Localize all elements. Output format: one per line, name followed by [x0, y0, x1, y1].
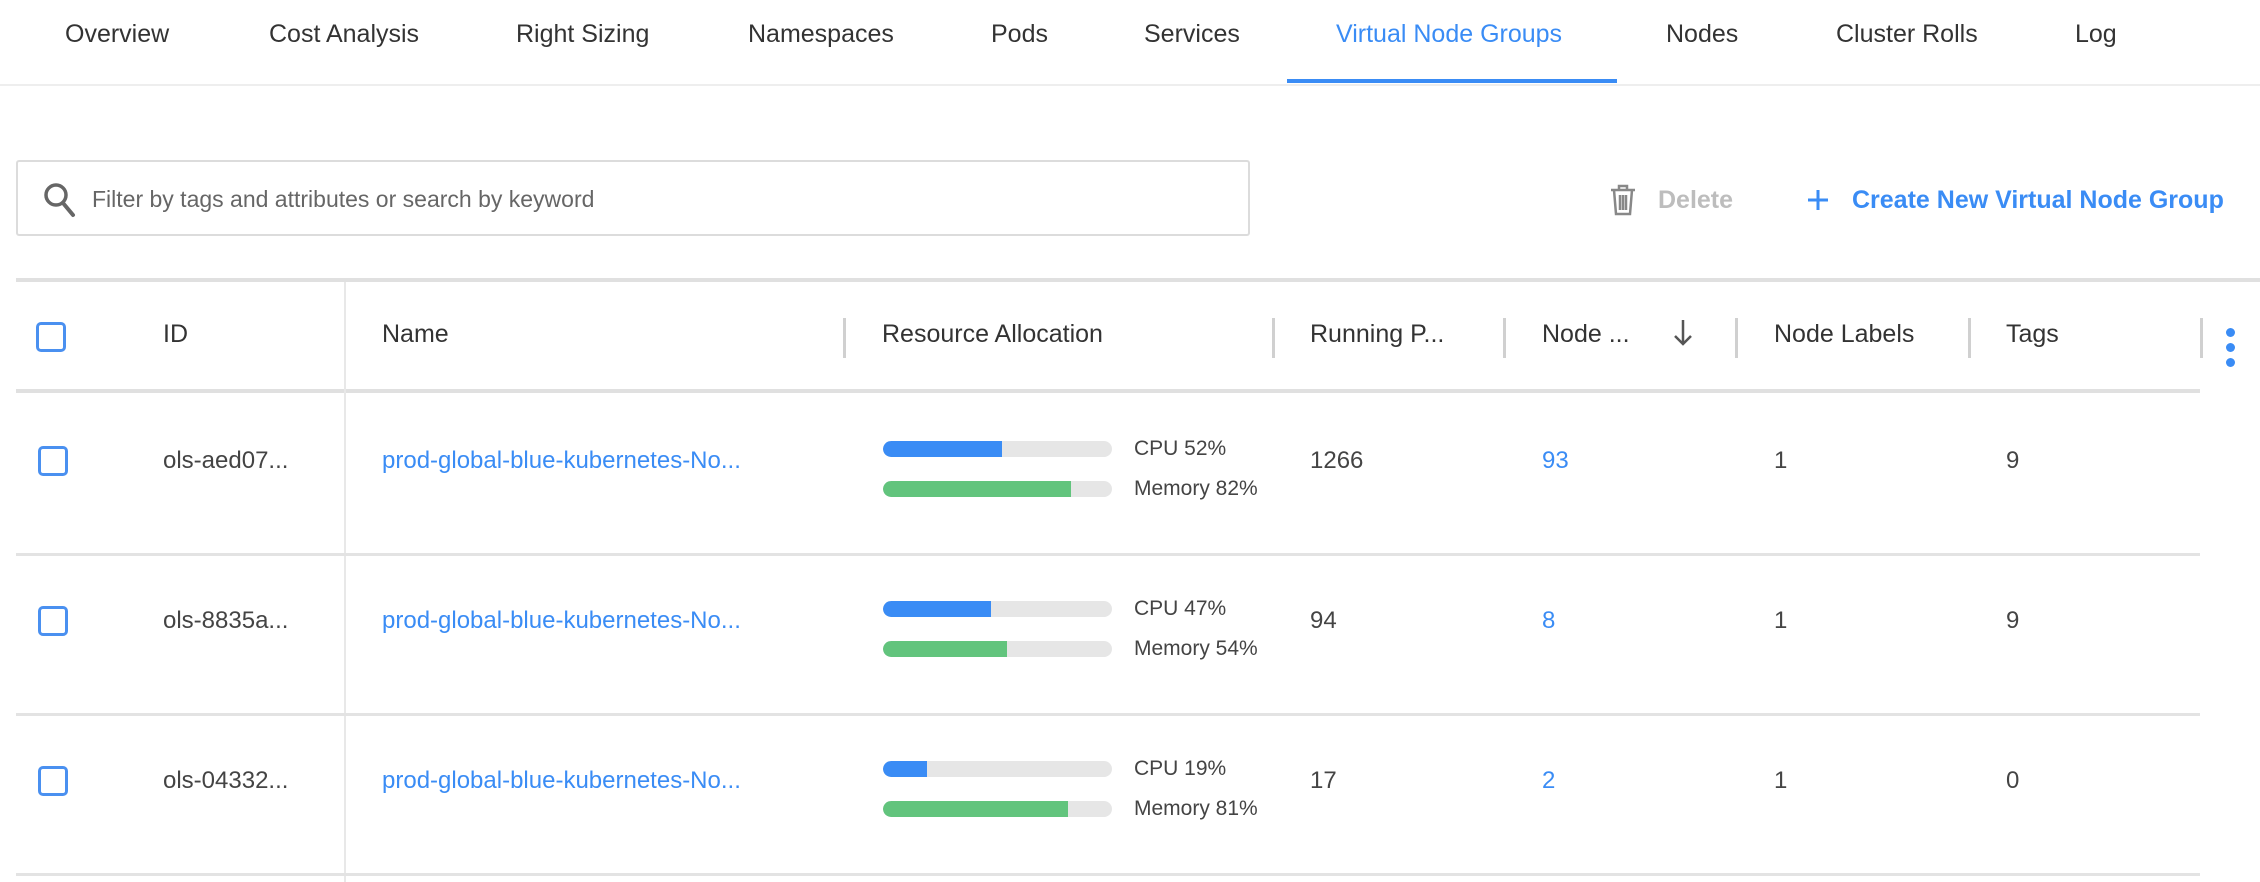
- row-node-labels: 1: [1774, 767, 1788, 794]
- column-resize-handle[interactable]: [1503, 318, 1506, 358]
- tab-cost-analysis[interactable]: Cost Analysis: [269, 20, 420, 48]
- tab-cluster-rolls[interactable]: Cluster Rolls: [1836, 20, 1978, 48]
- column-resize-handle[interactable]: [1968, 318, 1971, 358]
- row-nodes-link[interactable]: 93: [1542, 447, 1569, 474]
- row-checkbox[interactable]: [38, 766, 68, 796]
- memory-label: Memory 54%: [1134, 637, 1258, 660]
- cpu-bar: [883, 761, 1112, 777]
- table-row[interactable]: ols-8835a... prod-global-blue-kubernetes-…: [16, 553, 2200, 716]
- column-header-tags[interactable]: Tags: [2006, 320, 2059, 348]
- column-header-name[interactable]: Name: [382, 320, 449, 348]
- tab-overview[interactable]: Overview: [65, 20, 170, 48]
- tab-bar: Overview Cost Analysis Right Sizing Name…: [0, 0, 2260, 86]
- tab-namespaces[interactable]: Namespaces: [748, 20, 894, 48]
- row-name-link[interactable]: prod-global-blue-kubernetes-No...: [382, 607, 741, 634]
- sort-descending-icon[interactable]: [1672, 318, 1694, 348]
- row-checkbox[interactable]: [38, 606, 68, 636]
- row-nodes-link[interactable]: 8: [1542, 607, 1556, 634]
- cpu-bar-fill: [883, 761, 927, 777]
- column-divider: [344, 282, 346, 882]
- delete-button[interactable]: Delete: [1608, 180, 1733, 220]
- tab-pods[interactable]: Pods: [991, 20, 1048, 48]
- memory-label: Memory 81%: [1134, 797, 1258, 820]
- row-tags: 0: [2006, 767, 2020, 794]
- column-resize-handle[interactable]: [1735, 318, 1738, 358]
- search-box[interactable]: [16, 160, 1250, 236]
- memory-bar: [883, 481, 1112, 497]
- memory-bar: [883, 641, 1112, 657]
- tab-nodes[interactable]: Nodes: [1666, 20, 1739, 48]
- create-label: Create New Virtual Node Group: [1852, 185, 2224, 214]
- row-nodes-link[interactable]: 2: [1542, 767, 1556, 794]
- tab-right-sizing[interactable]: Right Sizing: [516, 20, 650, 48]
- cpu-label: CPU 52%: [1134, 437, 1227, 460]
- select-all-checkbox[interactable]: [36, 322, 66, 352]
- cpu-bar: [883, 601, 1112, 617]
- cpu-label: CPU 47%: [1134, 597, 1227, 620]
- memory-bar: [883, 801, 1112, 817]
- row-tags: 9: [2006, 607, 2020, 634]
- delete-label: Delete: [1658, 185, 1734, 214]
- memory-bar-fill: [883, 641, 1007, 657]
- search-icon: [44, 183, 75, 217]
- tab-services[interactable]: Services: [1144, 20, 1240, 48]
- table-top-border: [16, 278, 2260, 282]
- row-id: ols-aed07...: [163, 447, 289, 474]
- table-row[interactable]: ols-aed07... prod-global-blue-kubernetes-…: [16, 393, 2200, 556]
- memory-bar-fill: [883, 481, 1071, 497]
- row-node-labels: 1: [1774, 607, 1788, 634]
- tab-virtual-node-groups[interactable]: Virtual Node Groups: [1336, 20, 1563, 48]
- row-running-pods: 1266: [1310, 447, 1364, 474]
- cpu-label: CPU 19%: [1134, 757, 1227, 780]
- cpu-bar: [883, 441, 1112, 457]
- search-input[interactable]: [90, 176, 1194, 222]
- active-tab-indicator: [1287, 79, 1617, 83]
- column-header-running-pods[interactable]: Running P...: [1310, 320, 1445, 348]
- row-node-labels: 1: [1774, 447, 1788, 474]
- row-name-link[interactable]: prod-global-blue-kubernetes-No...: [382, 767, 741, 794]
- trash-icon: [1611, 184, 1635, 216]
- column-header-resource-allocation[interactable]: Resource Allocation: [882, 320, 1103, 348]
- column-resize-handle[interactable]: [843, 318, 846, 358]
- column-header-id[interactable]: ID: [163, 320, 188, 348]
- create-virtual-node-group-button[interactable]: Create New Virtual Node Group: [1806, 180, 2224, 220]
- row-running-pods: 17: [1310, 767, 1337, 794]
- memory-bar-fill: [883, 801, 1069, 817]
- row-running-pods: 94: [1310, 607, 1337, 634]
- row-id: ols-04332...: [163, 767, 289, 794]
- table-row[interactable]: ols-04332... prod-global-blue-kubernetes-…: [16, 713, 2200, 876]
- row-name-link[interactable]: prod-global-blue-kubernetes-No...: [382, 447, 741, 474]
- column-resize-handle[interactable]: [1272, 318, 1275, 358]
- row-tags: 9: [2006, 447, 2020, 474]
- column-header-node-labels[interactable]: Node Labels: [1774, 320, 1915, 348]
- cpu-bar-fill: [883, 601, 991, 617]
- memory-label: Memory 82%: [1134, 477, 1258, 500]
- cpu-bar-fill: [883, 441, 1003, 457]
- row-id: ols-8835a...: [163, 607, 289, 634]
- table-header: ID Name Resource Allocation Running P...…: [16, 282, 2235, 393]
- column-options-kebab-icon[interactable]: [2226, 328, 2236, 367]
- column-resize-handle[interactable]: [2200, 318, 2203, 358]
- column-header-nodes[interactable]: Node ...: [1542, 320, 1630, 348]
- tab-log[interactable]: Log: [2075, 20, 2117, 48]
- plus-icon: [1808, 190, 1828, 210]
- row-checkbox[interactable]: [38, 446, 68, 476]
